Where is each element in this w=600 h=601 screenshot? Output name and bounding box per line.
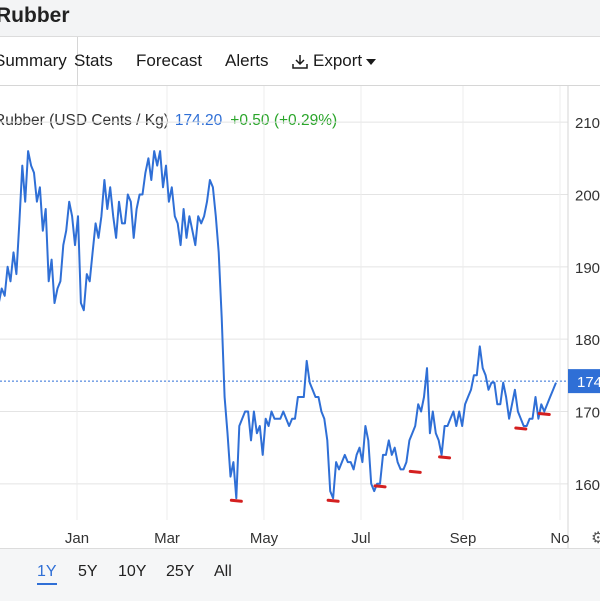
y-axis: 210 200 190 180 170 160 xyxy=(575,115,600,494)
y-tick-label: 190 xyxy=(575,260,600,277)
last-value-label: 174 xyxy=(577,374,600,391)
range-all[interactable]: All xyxy=(214,563,232,580)
export-label: Export xyxy=(313,51,363,70)
tab-stats[interactable]: Stats xyxy=(74,51,113,70)
tab-alerts[interactable]: Alerts xyxy=(225,51,269,70)
low-marker xyxy=(408,469,422,474)
x-tick-label: Jul xyxy=(351,530,370,547)
range-10y[interactable]: 10Y xyxy=(118,563,147,580)
page-title: Rubber xyxy=(0,4,70,27)
low-marker xyxy=(438,455,452,460)
quote-header: Rubber (USD Cents / Kg) 174.20 +0.50 (+0.2… xyxy=(0,112,337,130)
y-tick-label: 200 xyxy=(575,188,600,205)
gear-icon[interactable]: ⚙ xyxy=(591,530,600,547)
tab-bar: Summary Stats Forecast Alerts Export xyxy=(0,37,600,86)
download-icon xyxy=(292,54,308,69)
range-25y[interactable]: 25Y xyxy=(166,563,195,580)
range-1y[interactable]: 1Y xyxy=(37,563,57,585)
y-tick-label: 170 xyxy=(575,405,600,422)
last-value-badge-group: 174 xyxy=(568,369,600,394)
low-marker xyxy=(229,498,243,503)
low-marker xyxy=(373,484,387,489)
tab-export[interactable]: Export xyxy=(291,37,377,85)
range-selector: 1Y 5Y 10Y 25Y All xyxy=(0,548,600,601)
tab-summary[interactable]: Summary xyxy=(0,37,78,85)
y-tick-label: 210 xyxy=(575,115,600,132)
y-tick-label: 160 xyxy=(575,477,600,494)
current-price: 174.20 xyxy=(174,112,223,129)
low-marker xyxy=(537,412,551,416)
x-tick-label: Mar xyxy=(154,530,180,547)
y-tick-label: 180 xyxy=(575,332,600,349)
range-5y[interactable]: 5Y xyxy=(78,563,98,580)
instrument-name: Rubber (USD Cents / Kg) xyxy=(0,112,169,129)
x-tick-label: May xyxy=(250,530,279,547)
low-marker xyxy=(326,498,340,503)
x-tick-label: Sep xyxy=(450,530,477,547)
x-tick-label: Jan xyxy=(65,530,89,547)
chevron-down-icon xyxy=(366,58,377,65)
price-change: +0.50 (+0.29%) xyxy=(230,112,338,129)
tab-forecast[interactable]: Forecast xyxy=(136,51,203,70)
low-marker xyxy=(514,426,528,431)
series-line xyxy=(0,150,557,500)
price-chart: 210 200 190 180 170 160 Jan Mar May Jul Sep No 174 xyxy=(0,86,600,548)
series-line-group xyxy=(0,150,557,500)
last-value-badge xyxy=(568,369,600,394)
x-axis: Jan Mar May Jul Sep No xyxy=(65,530,570,547)
title-bar: Rubber xyxy=(0,0,600,37)
x-tick-label: No xyxy=(550,530,569,547)
low-markers xyxy=(229,412,551,503)
